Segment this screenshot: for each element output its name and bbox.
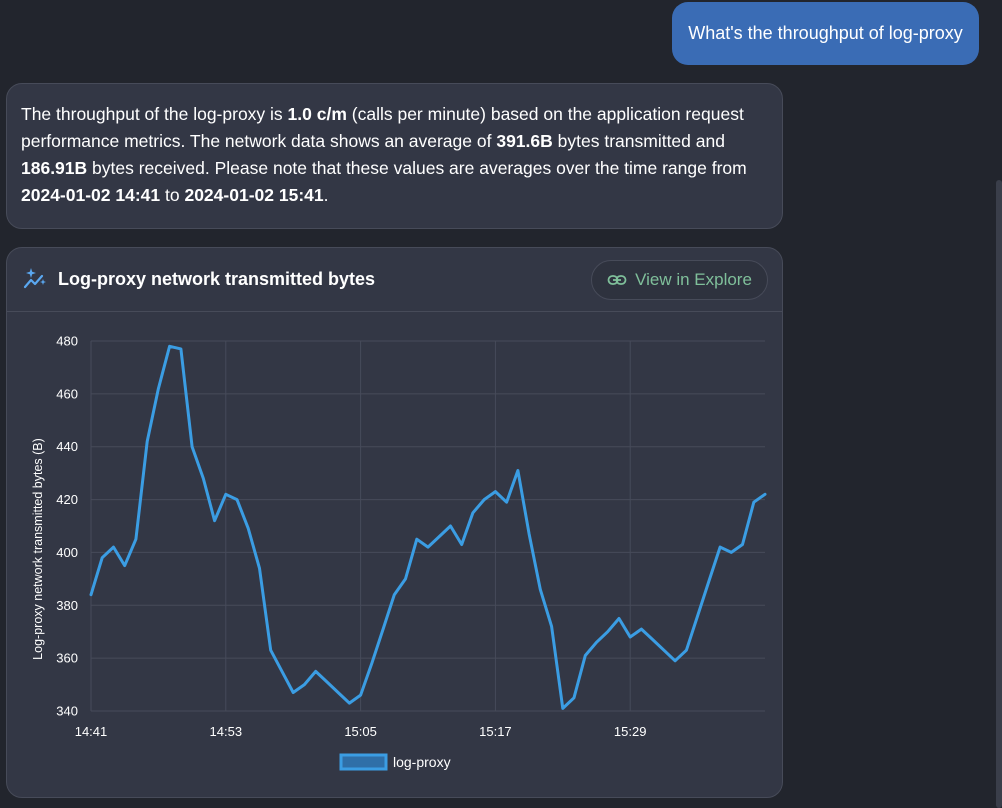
received-value: 186.91B xyxy=(21,158,88,178)
x-tick-label: 15:29 xyxy=(614,724,647,739)
x-tick-label: 14:53 xyxy=(210,724,243,739)
x-tick-label: 14:41 xyxy=(75,724,108,739)
view-in-explore-label: View in Explore xyxy=(635,270,752,289)
y-tick-label: 360 xyxy=(56,651,78,666)
y-tick-label: 460 xyxy=(56,386,78,401)
y-axis-ticks: 340 360 380 400 420 440 460 480 xyxy=(56,334,78,719)
x-tick-label: 15:05 xyxy=(344,724,377,739)
x-axis-ticks: 14:41 14:53 15:05 15:17 15:29 xyxy=(75,724,647,739)
chart-card: Log-proxy network transmitted bytes View… xyxy=(6,247,783,798)
assistant-text-4: bytes received. Please note that these v… xyxy=(87,158,747,178)
scrollbar-thumb[interactable] xyxy=(996,180,1002,808)
assistant-text-2: (calls per minute) based on the applicat… xyxy=(21,104,744,151)
series-line-log-proxy xyxy=(89,344,767,710)
view-in-explore-button[interactable]: View in Explore xyxy=(591,260,768,300)
user-message: What's the throughput of log-proxy xyxy=(672,2,979,65)
legend-swatch-log-proxy xyxy=(339,753,388,771)
legend-label-log-proxy: log-proxy xyxy=(393,754,451,770)
x-tick-label: 15:17 xyxy=(479,724,512,739)
legend[interactable]: log-proxy xyxy=(339,753,451,771)
assistant-message: The throughput of the log-proxy is 1.0 c… xyxy=(6,83,783,229)
y-tick-label: 380 xyxy=(56,598,78,613)
y-tick-label: 400 xyxy=(56,545,78,560)
y-tick-label: 340 xyxy=(56,704,78,719)
range-end: 2024-01-02 15:41 xyxy=(184,185,324,205)
chart-header: Log-proxy network transmitted bytes View… xyxy=(7,248,782,312)
y-axis-label: Log-proxy network transmitted bytes (B) xyxy=(31,438,45,660)
transmitted-value: 391.6B xyxy=(496,131,553,151)
assistant-text-5: to xyxy=(160,185,185,205)
range-start: 2024-01-02 14:41 xyxy=(21,185,161,205)
chart-grid xyxy=(90,340,765,712)
y-tick-label: 440 xyxy=(56,439,78,454)
link-icon xyxy=(607,275,627,285)
y-tick-label: 480 xyxy=(56,334,78,349)
user-message-text: What's the throughput of log-proxy xyxy=(688,23,963,43)
chart-title: Log-proxy network transmitted bytes xyxy=(58,269,376,289)
assistant-text-3: bytes transmitted and xyxy=(552,131,725,151)
assistant-text-1: The throughput of the log-proxy is xyxy=(21,104,288,124)
assistant-text-6: . xyxy=(323,185,329,205)
y-tick-label: 420 xyxy=(56,492,78,507)
line-chart: 340 360 380 400 420 440 460 480 14:41 14:53 15:05… xyxy=(31,334,767,771)
sparkle-chart-icon xyxy=(23,268,46,289)
throughput-value: 1.0 c/m xyxy=(287,104,347,124)
